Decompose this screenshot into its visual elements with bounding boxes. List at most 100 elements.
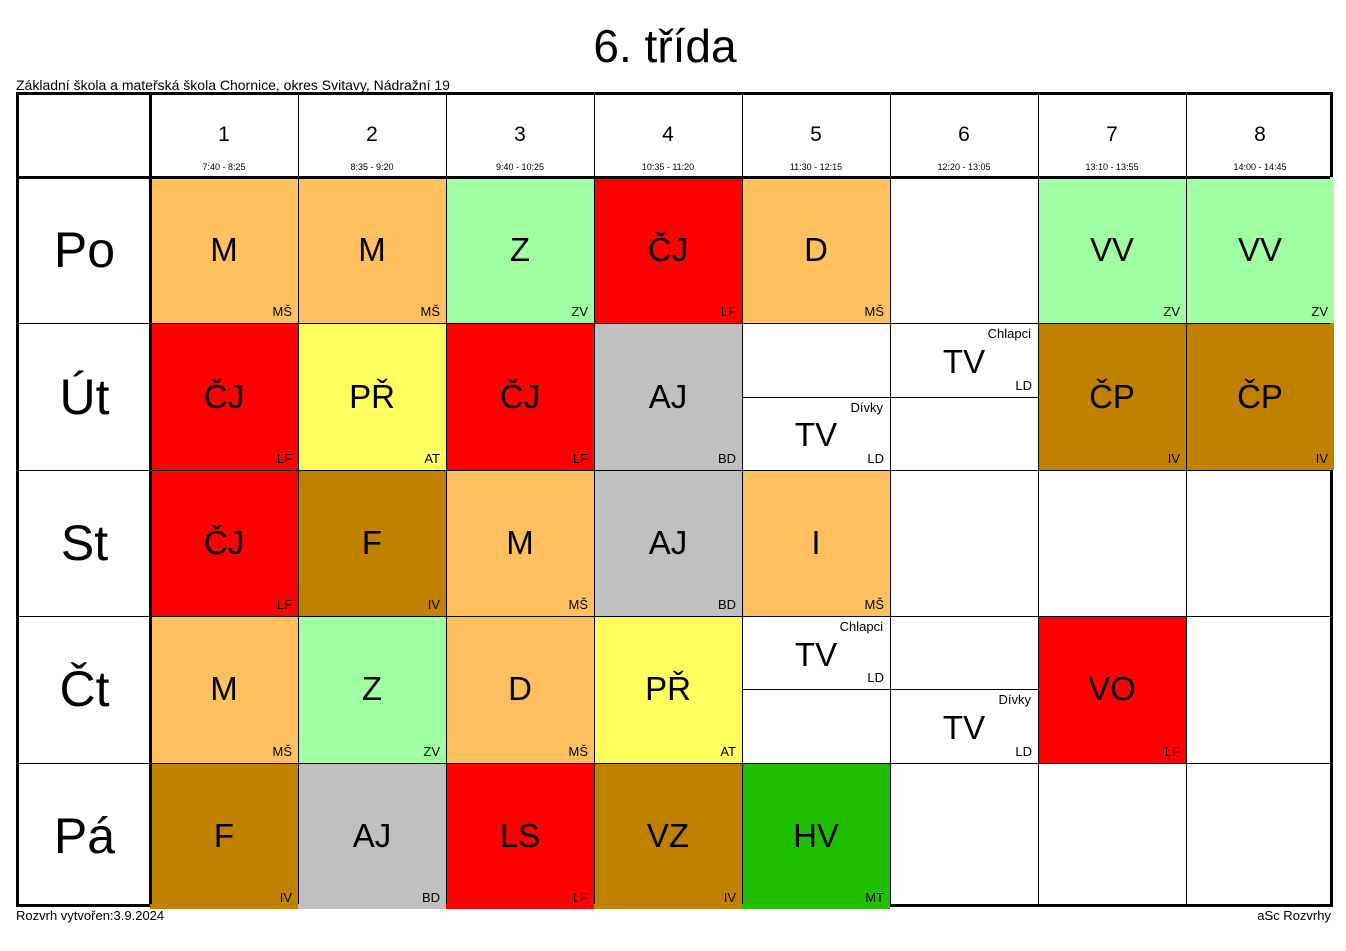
day-label: Po (53, 222, 116, 279)
lesson-subject: VZ (646, 816, 690, 854)
lesson-cell[interactable]: PŘ AT (594, 616, 742, 763)
timetable-grid: M MŠ M MŠ Z ZV ČJ LF D MŠ VV ZV VV ZV ČJ LF PŘ AT ČJ LF AJ BD… (16, 92, 1334, 909)
lesson-cell[interactable]: F IV (298, 469, 446, 617)
lesson-group: Chlapci (987, 326, 1031, 342)
lesson-teacher: MŠ (272, 304, 293, 320)
period-header: 3 9:40 - 10:25 (446, 95, 594, 177)
lesson-teacher: BD (717, 597, 736, 613)
lesson-subject: TV (942, 708, 986, 746)
lesson-subject: LS (499, 816, 541, 854)
lesson-teacher: LF (276, 597, 292, 613)
lesson-subject: PŘ (645, 670, 691, 708)
lesson-cell[interactable]: VV ZV (1038, 177, 1186, 324)
lesson-teacher: LF (572, 889, 588, 905)
lesson-subject: ČP (1089, 377, 1135, 415)
period-number: 4 (662, 123, 674, 146)
lesson-group: Dívky (850, 399, 884, 415)
created-date: Rozvrh vytvořen:3.9.2024 (16, 908, 165, 923)
lesson-cell[interactable]: M MŠ (446, 469, 594, 617)
lesson-subject: VO (1088, 670, 1136, 708)
lesson-cell[interactable]: Z ZV (298, 616, 446, 763)
lesson-cell[interactable]: LS LF (446, 762, 594, 909)
grid-line (19, 176, 1330, 179)
lesson-cell[interactable]: PŘ AT (298, 323, 446, 470)
period-number: 3 (514, 123, 526, 146)
lesson-subject: D (804, 231, 828, 269)
period-time: 12:20 - 13:05 (937, 162, 991, 172)
period-number: 5 (810, 123, 822, 146)
period-number: 7 (1106, 123, 1118, 146)
lesson-cell[interactable]: TV LD Chlapci (890, 323, 1038, 397)
lesson-cell[interactable]: M MŠ (298, 177, 446, 324)
lesson-cell[interactable]: VV ZV (1186, 177, 1334, 324)
lesson-cell[interactable]: TV LD Dívky (742, 396, 890, 470)
period-number: 1 (218, 123, 230, 146)
lesson-cell[interactable]: M MŠ (150, 177, 298, 324)
period-number: 2 (366, 123, 378, 146)
lesson-cell[interactable]: I MŠ (742, 469, 890, 617)
grid-line (298, 95, 299, 904)
lesson-teacher: IV (1167, 450, 1180, 466)
lesson-cell[interactable]: ČJ LF (150, 469, 298, 617)
lesson-cell[interactable]: AJ BD (298, 762, 446, 909)
lesson-cell[interactable]: ČJ LF (446, 323, 594, 470)
period-header: 1 7:40 - 8:25 (150, 95, 298, 177)
period-header: 8 14:00 - 14:45 (1186, 95, 1334, 177)
lesson-subject: F (361, 523, 383, 561)
period-header: 4 10:35 - 11:20 (594, 95, 742, 177)
lesson-cell[interactable]: AJ BD (594, 323, 742, 470)
grid-line (19, 762, 1330, 764)
lesson-subject: AJ (648, 377, 688, 415)
period-time: 13:10 - 13:55 (1085, 162, 1139, 172)
lesson-cell[interactable]: ČJ LF (150, 323, 298, 470)
lesson-subject: M (506, 523, 534, 561)
grid-line (1038, 95, 1039, 904)
period-time: 14:00 - 14:45 (1233, 162, 1287, 172)
grid-line (19, 616, 1330, 618)
period-time: 8:35 - 9:20 (350, 162, 394, 172)
grid-line (742, 396, 890, 398)
lesson-subject: F (213, 816, 235, 854)
lesson-teacher: BD (717, 450, 736, 466)
lesson-teacher: MŠ (420, 304, 441, 320)
lesson-cell[interactable]: Z ZV (446, 177, 594, 324)
timetable-title: 6. třída (593, 20, 737, 72)
lesson-teacher: LF (1164, 743, 1180, 759)
lesson-teacher: LD (1015, 743, 1032, 759)
period-header: 5 11:30 - 12:15 (742, 95, 890, 177)
lesson-cell[interactable]: TV LD Chlapci (742, 616, 890, 690)
lesson-cell[interactable]: TV LD Dívky (890, 689, 1038, 763)
lesson-subject: ČJ (203, 523, 245, 561)
lesson-teacher: IV (723, 889, 736, 905)
lesson-subject: M (210, 231, 238, 269)
lesson-cell[interactable]: ČP IV (1038, 323, 1186, 470)
lesson-subject: ČP (1237, 377, 1283, 415)
lesson-subject: VV (1089, 231, 1135, 269)
lesson-subject: TV (794, 635, 838, 673)
lesson-teacher: LD (1015, 377, 1032, 393)
lesson-cell[interactable]: ČP IV (1186, 323, 1334, 470)
lesson-cell[interactable]: VZ IV (594, 762, 742, 909)
lesson-subject: VV (1237, 231, 1283, 269)
grid-line (742, 689, 890, 691)
lesson-subject: Z (509, 231, 531, 269)
day-label: St (60, 515, 109, 571)
grid-line (742, 95, 743, 904)
lesson-teacher: LD (867, 450, 884, 466)
lesson-cell[interactable]: ČJ LF (594, 177, 742, 324)
grid-line (446, 95, 447, 904)
lesson-subject: ČJ (499, 377, 541, 415)
lesson-teacher: ZV (423, 743, 440, 759)
lesson-cell[interactable]: VO LF (1038, 616, 1186, 763)
lesson-subject: D (508, 670, 532, 708)
grid-line (149, 95, 152, 904)
lesson-teacher: MŠ (568, 743, 589, 759)
lesson-cell[interactable]: M MŠ (150, 616, 298, 763)
lesson-teacher: IV (279, 889, 292, 905)
lesson-cell[interactable]: AJ BD (594, 469, 742, 617)
lesson-cell[interactable]: D MŠ (742, 177, 890, 324)
lesson-cell[interactable]: HV MT (742, 762, 890, 909)
lesson-cell[interactable]: F IV (150, 762, 298, 909)
lesson-subject: M (358, 231, 386, 269)
lesson-cell[interactable]: D MŠ (446, 616, 594, 763)
